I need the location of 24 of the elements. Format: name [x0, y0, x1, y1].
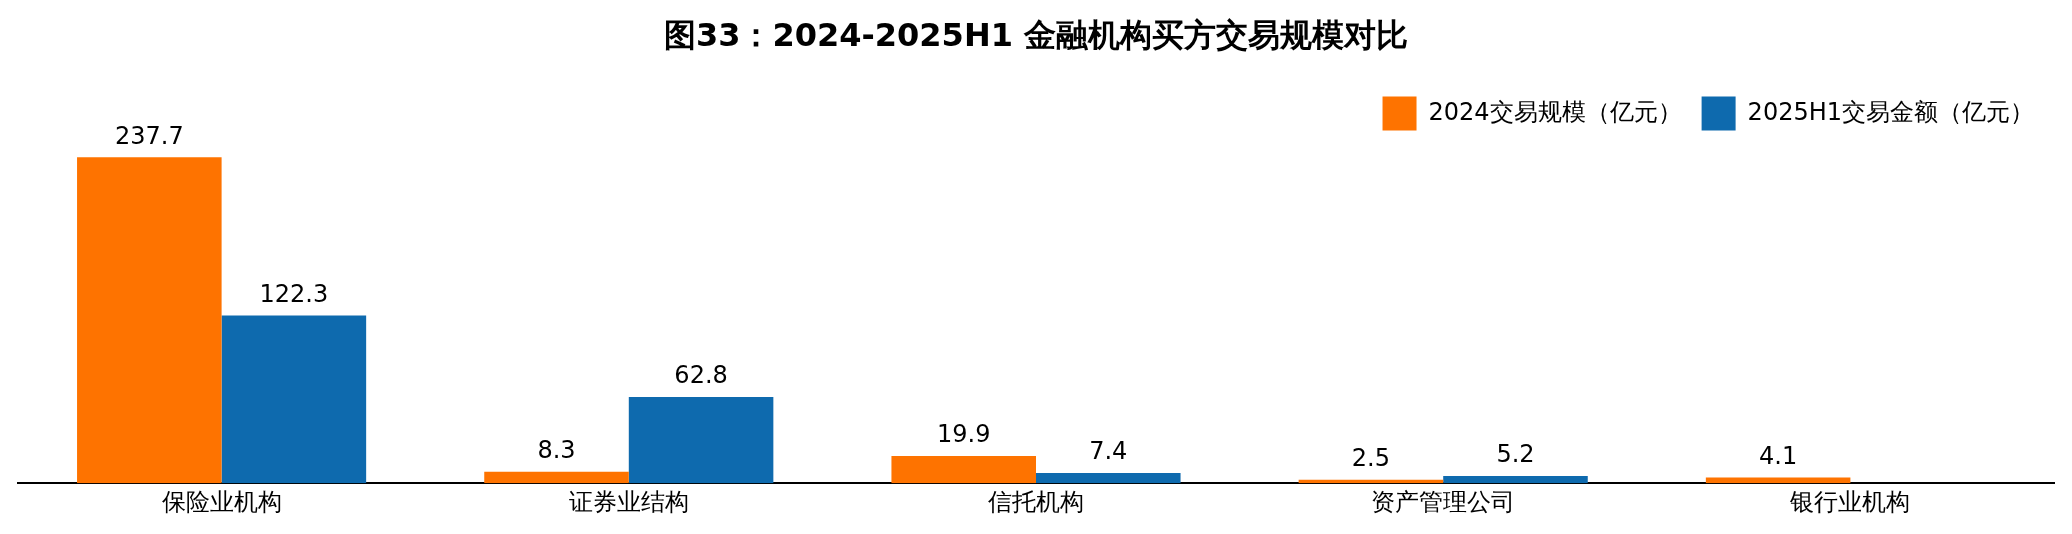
data-label: 19.9	[937, 420, 991, 449]
bar	[77, 157, 222, 484]
data-label: 237.7	[114, 121, 184, 150]
legend-label: 2024交易规模（亿元）	[1428, 97, 1682, 126]
bar	[891, 455, 1036, 484]
data-label: 122.3	[259, 279, 329, 308]
data-label: 5.2	[1496, 440, 1535, 469]
x-tick-label: 资产管理公司	[1371, 487, 1516, 516]
legend-label: 2025H1交易金额（亿元）	[1747, 97, 2035, 126]
bar	[628, 397, 774, 484]
data-label: 8.3	[537, 436, 576, 465]
x-tick-label: 银行业机构	[1789, 487, 1911, 516]
data-label: 62.8	[674, 361, 728, 390]
data-label: 2.5	[1351, 444, 1391, 473]
data-label: 4.1	[1759, 441, 1798, 470]
chart-title: 图33：2024-2025H1 金融机构买方交易规模对比	[663, 15, 1409, 54]
bar	[221, 315, 367, 484]
bar	[1036, 473, 1181, 484]
bar	[1443, 476, 1588, 484]
x-tick-label: 信托机构	[988, 487, 1084, 516]
x-tick-label: 保险业机构	[161, 487, 282, 516]
x-tick-label: 证券业结构	[568, 487, 689, 516]
data-label: 7.4	[1089, 437, 1128, 466]
bar	[484, 471, 629, 484]
